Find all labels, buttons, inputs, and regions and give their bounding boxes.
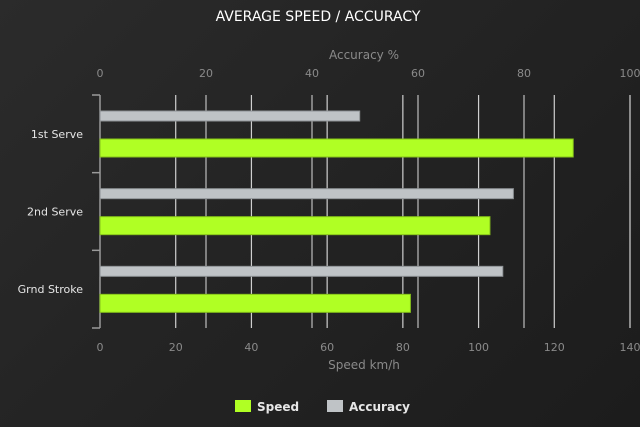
category-label: Grnd Stroke xyxy=(18,283,84,296)
speed-legend-swatch xyxy=(235,400,251,412)
top-tick-label: 60 xyxy=(411,67,425,80)
speed-bar xyxy=(99,216,491,236)
bottom-tick-label: 80 xyxy=(396,341,410,354)
bottom-tick-label: 40 xyxy=(244,341,258,354)
bottom-tick-label: 20 xyxy=(169,341,183,354)
accuracy-legend-label: Accuracy xyxy=(349,400,410,414)
bottom-tick-label: 0 xyxy=(97,341,104,354)
top-tick-label: 0 xyxy=(97,67,104,80)
bottom-tick-label: 100 xyxy=(468,341,489,354)
top-tick-label: 40 xyxy=(305,67,319,80)
top-axis-title: Accuracy % xyxy=(329,48,399,62)
category-label: 2nd Serve xyxy=(27,206,83,219)
bottom-tick-label: 60 xyxy=(320,341,334,354)
speed-legend-label: Speed xyxy=(257,400,299,414)
bottom-tick-label: 140 xyxy=(620,341,640,354)
legend: Speed Accuracy xyxy=(235,400,410,414)
bottom-axis-title: Speed km/h xyxy=(328,358,400,372)
bottom-tick-label: 120 xyxy=(544,341,565,354)
category-label: 1st Serve xyxy=(31,128,83,141)
top-tick-label: 20 xyxy=(199,67,213,80)
speed-bar xyxy=(99,138,574,158)
accuracy-bar xyxy=(99,110,361,122)
speed-bar xyxy=(99,293,411,313)
top-tick-label: 80 xyxy=(517,67,531,80)
accuracy-bar xyxy=(99,265,504,277)
accuracy-legend-swatch xyxy=(327,400,343,412)
accuracy-bar xyxy=(99,188,514,200)
chart-title: AVERAGE SPEED / ACCURACY xyxy=(216,9,421,25)
top-tick-label: 100 xyxy=(620,67,640,80)
